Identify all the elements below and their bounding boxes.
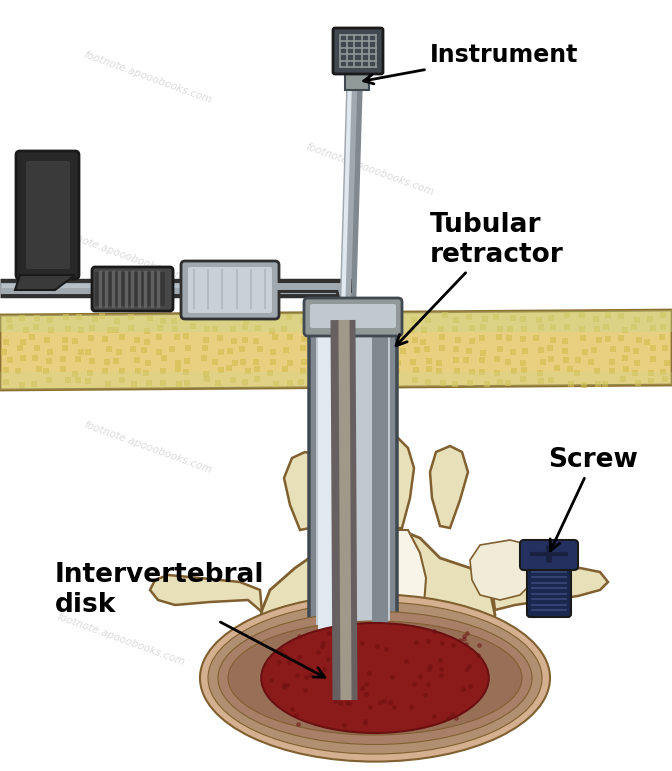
Text: Intervertebral
disk: Intervertebral disk xyxy=(55,562,325,677)
FancyBboxPatch shape xyxy=(95,272,165,306)
Polygon shape xyxy=(260,528,495,682)
Ellipse shape xyxy=(208,602,542,754)
FancyBboxPatch shape xyxy=(92,267,173,311)
FancyBboxPatch shape xyxy=(527,559,571,617)
FancyBboxPatch shape xyxy=(181,261,279,319)
Text: footnote.apooobooks.com: footnote.apooobooks.com xyxy=(56,612,186,668)
Text: footnote.apooobooks.com: footnote.apooobooks.com xyxy=(56,227,186,282)
Text: Instrument: Instrument xyxy=(364,43,579,84)
Text: footnote.apooobooks.com: footnote.apooobooks.com xyxy=(83,419,213,475)
FancyBboxPatch shape xyxy=(26,161,70,269)
Ellipse shape xyxy=(218,611,532,745)
FancyBboxPatch shape xyxy=(188,267,272,313)
Polygon shape xyxy=(430,446,468,528)
Polygon shape xyxy=(0,310,672,332)
Text: footnote.apooobooks.com: footnote.apooobooks.com xyxy=(325,335,455,390)
Polygon shape xyxy=(0,372,672,390)
FancyBboxPatch shape xyxy=(310,304,396,328)
FancyBboxPatch shape xyxy=(333,28,383,74)
Text: Screw: Screw xyxy=(548,447,638,550)
FancyBboxPatch shape xyxy=(309,305,397,655)
Ellipse shape xyxy=(261,623,489,733)
Polygon shape xyxy=(492,568,608,610)
Polygon shape xyxy=(335,530,426,628)
Text: footnote.apooobooks.com: footnote.apooobooks.com xyxy=(304,142,435,197)
FancyBboxPatch shape xyxy=(345,72,369,90)
FancyBboxPatch shape xyxy=(316,310,390,650)
Polygon shape xyxy=(338,434,414,530)
Polygon shape xyxy=(470,540,538,600)
Polygon shape xyxy=(0,310,672,390)
Text: footnote.apooobooks.com: footnote.apooobooks.com xyxy=(83,49,213,105)
Ellipse shape xyxy=(200,594,550,762)
Polygon shape xyxy=(284,452,322,530)
Polygon shape xyxy=(150,575,262,612)
FancyBboxPatch shape xyxy=(372,312,388,648)
FancyBboxPatch shape xyxy=(520,540,578,570)
Text: Tubular
retractor: Tubular retractor xyxy=(396,212,564,345)
FancyBboxPatch shape xyxy=(16,151,79,279)
Ellipse shape xyxy=(228,621,522,735)
FancyBboxPatch shape xyxy=(304,298,402,336)
Polygon shape xyxy=(15,275,75,290)
FancyBboxPatch shape xyxy=(318,312,334,648)
Text: footnote.apooobooks.com: footnote.apooobooks.com xyxy=(304,527,435,583)
